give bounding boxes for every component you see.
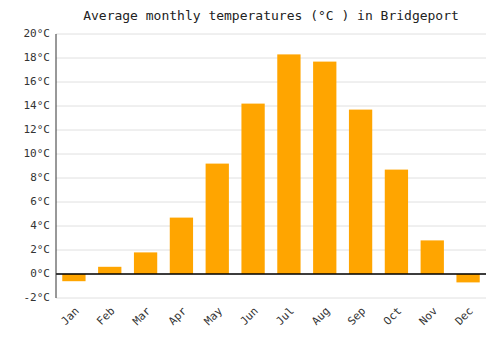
bar [170, 218, 193, 274]
grid-line [56, 274, 486, 275]
x-tick-label: May [202, 304, 226, 328]
y-tick-label: 2°C [30, 243, 50, 256]
y-tick-label: 12°C [24, 123, 51, 136]
x-tick-label: Jan [58, 305, 81, 328]
plot-area [56, 34, 486, 298]
bars [62, 54, 479, 282]
y-tick-label: 14°C [24, 99, 51, 112]
bar [421, 240, 444, 274]
y-axis-line [56, 34, 57, 298]
x-tick-label: Jun [238, 305, 261, 328]
bar [134, 252, 157, 274]
y-tick-label: 6°C [30, 195, 50, 208]
y-tick-label: 18°C [24, 51, 51, 64]
x-tick-label: Aug [309, 305, 332, 328]
bar [456, 274, 479, 282]
y-tick-label: 20°C [24, 27, 51, 40]
y-tick-label: 16°C [24, 75, 51, 88]
bar [313, 62, 336, 274]
bar [277, 54, 300, 274]
x-tick-label: Oct [381, 305, 404, 328]
bar [385, 170, 408, 274]
x-tick-label: Apr [166, 304, 190, 328]
x-tick-label: Mar [130, 304, 154, 328]
x-tick-label: Dec [453, 305, 476, 328]
y-tick-label: -2°C [24, 291, 51, 304]
bar [62, 274, 85, 281]
grid-line [56, 106, 486, 107]
grid-line [56, 58, 486, 59]
grid-line [56, 82, 486, 83]
x-axis-labels: Jan Feb Mar Apr May Jun Jul Aug Sep Oct Nov Dec [58, 304, 475, 328]
y-axis-labels: -2°C 0°C 2°C 4°C 6°C 8°C 10°C 12°C 14°C 16°C 18°C 2… [24, 27, 51, 304]
grid-line [56, 34, 486, 35]
bar [241, 104, 264, 274]
x-tick-label: Feb [94, 305, 117, 328]
bar [206, 164, 229, 274]
y-tick-label: 10°C [24, 147, 51, 160]
grid-line [56, 298, 486, 299]
bar [349, 110, 372, 274]
grid-line [56, 154, 486, 155]
y-tick-label: 0°C [30, 267, 50, 280]
title: Average monthly temperatures (°C ) in Br… [83, 8, 459, 23]
grid-line [56, 130, 486, 131]
grid-line [56, 202, 486, 203]
x-tick-label: Sep [345, 305, 368, 328]
x-tick-label: Jul [273, 305, 296, 328]
bar [98, 267, 121, 274]
grid-line [56, 178, 486, 179]
baseline [56, 273, 486, 275]
x-tick-label: Nov [417, 304, 441, 328]
chart-container: -2°C 0°C 2°C 4°C 6°C 8°C 10°C 12°C 14°C 16°C 18°C 2… [0, 0, 500, 350]
y-tick-label: 8°C [30, 171, 50, 184]
grid-line [56, 226, 486, 227]
chart: -2°C 0°C 2°C 4°C 6°C 8°C 10°C 12°C 14°C 16°C 18°C 2… [0, 0, 500, 350]
grid [56, 34, 486, 298]
y-tick-label: 4°C [30, 219, 50, 232]
